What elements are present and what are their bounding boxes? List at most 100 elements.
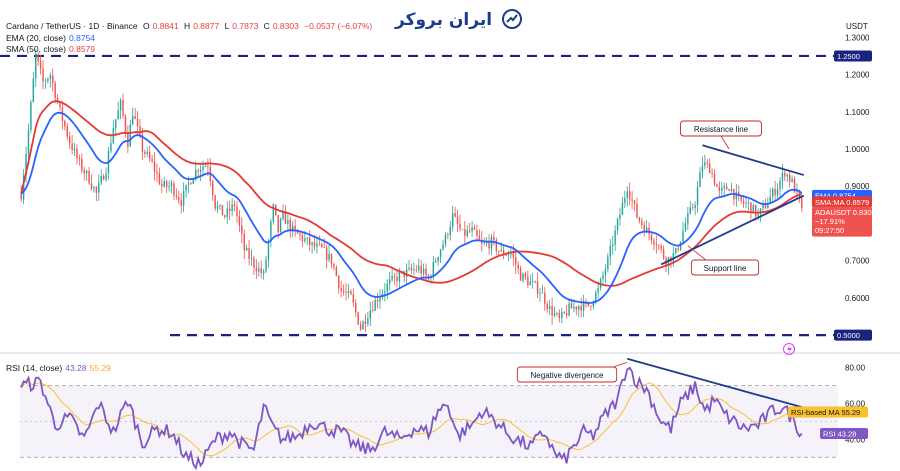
candle-body [158, 173, 161, 184]
candle-body [168, 185, 170, 187]
candle-body [308, 237, 311, 245]
candle-body [728, 189, 730, 191]
candle-body [313, 242, 316, 247]
candle-body [447, 234, 449, 236]
candle-body [771, 189, 774, 197]
candle-body [691, 207, 694, 209]
candle-body [696, 187, 699, 206]
candle-body [631, 199, 633, 201]
candle-body [243, 234, 245, 251]
candle-body [582, 300, 585, 311]
candle-body [369, 310, 372, 319]
y-tick-label: 1.2000 [845, 71, 870, 80]
candle-body [510, 253, 512, 255]
candle-body [180, 200, 182, 206]
candle-body [68, 136, 71, 144]
candle-body [258, 268, 260, 272]
candle-body [701, 165, 704, 173]
candle-body [100, 176, 102, 183]
candle-body [776, 188, 779, 196]
candle-body [708, 163, 711, 174]
candle-body [507, 254, 510, 256]
candle-body [323, 247, 325, 248]
candle-body [163, 181, 165, 187]
candle-body [689, 207, 692, 214]
rsi-tick-label: 60.00 [845, 400, 866, 409]
candle-body [742, 200, 745, 204]
candle-body [289, 219, 292, 232]
candle-body [561, 312, 563, 319]
candle-body [83, 170, 85, 174]
candle-body [294, 225, 296, 230]
candle-body [311, 242, 313, 245]
candle-body [682, 230, 684, 242]
candle-body [253, 258, 255, 268]
candle-body [136, 118, 139, 127]
candle-body [755, 205, 757, 217]
candle-body [488, 242, 490, 249]
candle-body [740, 196, 742, 201]
candle-body [170, 183, 173, 186]
candle-body [335, 267, 338, 276]
candle-body [750, 202, 752, 214]
candle-body [774, 189, 776, 196]
candle-body [451, 213, 454, 227]
candle-body [233, 204, 236, 207]
candle-body [425, 268, 427, 276]
candle-body [536, 281, 539, 294]
candle-body [534, 281, 536, 283]
candle-body [529, 281, 532, 286]
candle-body [64, 120, 66, 127]
candle-body [44, 80, 47, 82]
candle-body [182, 190, 185, 206]
candle-body [500, 250, 502, 252]
candle-body [214, 195, 216, 209]
candle-body [71, 143, 73, 151]
candle-body [396, 276, 398, 282]
candle-body [270, 221, 272, 242]
candle-body [357, 312, 359, 325]
candle-body [781, 172, 784, 182]
candle-body [224, 215, 226, 217]
candle-body [110, 143, 112, 152]
candle-body [219, 204, 221, 206]
candle-body [362, 321, 364, 330]
candle-body [398, 272, 401, 282]
candle-body [376, 300, 379, 302]
candle-body [340, 288, 342, 291]
candle-body [81, 158, 83, 171]
candle-body [512, 253, 515, 258]
candle-body [371, 310, 374, 311]
rsi-divergence-trendline [627, 357, 803, 408]
candle-body [54, 83, 56, 99]
candle-body [151, 158, 153, 162]
candle-body [791, 178, 793, 182]
candle-body [524, 273, 527, 278]
candle-body [713, 173, 716, 185]
candle-body [102, 176, 105, 180]
candle-body [730, 189, 733, 191]
candle-body [522, 273, 524, 281]
candle-body [786, 174, 788, 177]
candle-body [527, 277, 529, 286]
candle-body [614, 230, 616, 245]
candle-body [316, 243, 318, 247]
candle-body [267, 241, 270, 260]
candle-body [752, 205, 755, 214]
candle-body [769, 196, 772, 204]
candle-body [325, 247, 328, 260]
price-label-text: EMA 0.8754 [815, 191, 856, 200]
candle-body [199, 169, 202, 172]
candle-body [745, 202, 747, 204]
candle-body [30, 102, 32, 130]
candle-body [93, 187, 95, 189]
candle-body [801, 197, 803, 208]
candle-body [476, 229, 478, 236]
candle-body [767, 203, 769, 209]
currency-label: USDT [846, 22, 868, 31]
candle-body [650, 234, 653, 241]
candle-body [141, 134, 144, 152]
y-tick-label: 0.9000 [845, 182, 870, 191]
candle-body [672, 253, 675, 262]
